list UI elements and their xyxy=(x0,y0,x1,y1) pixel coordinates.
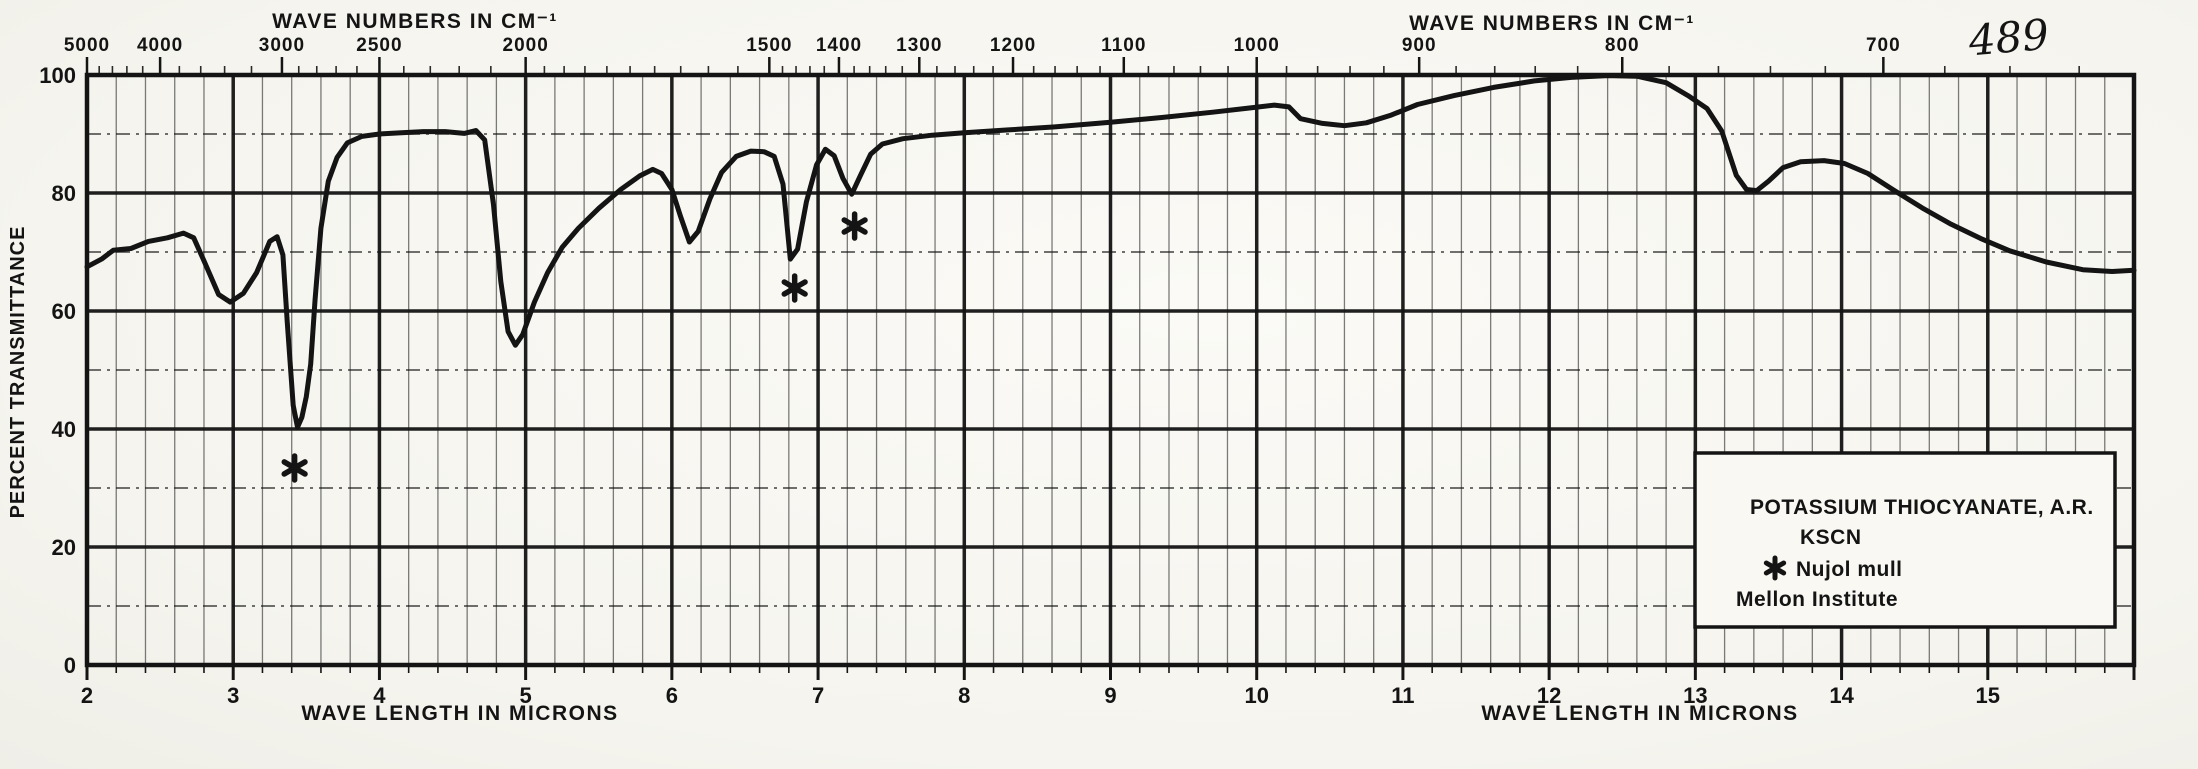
wavenumber-tick-label: 2000 xyxy=(503,35,549,56)
wavenumber-tick-label: 2500 xyxy=(356,35,402,56)
wavenumber-tick-label: 5000 xyxy=(64,35,110,56)
micron-tick-label: 2 xyxy=(81,683,93,708)
wavenumber-tick-label: 1300 xyxy=(896,35,942,56)
page-number: 489 xyxy=(1966,10,2051,66)
transmittance-tick-label: 60 xyxy=(52,299,76,324)
nujol-band-marker xyxy=(781,273,808,303)
asterisk-stroke xyxy=(1763,560,1787,576)
micron-tick-label: 9 xyxy=(1104,683,1116,708)
micron-tick-label: 12 xyxy=(1537,683,1561,708)
micron-tick-label: 13 xyxy=(1683,683,1707,708)
sample-formula: KSCN xyxy=(1800,526,1862,549)
wavenumber-tick-label: 700 xyxy=(1866,35,1901,56)
top-left-axis-title: WAVE NUMBERS IN CM⁻¹ xyxy=(272,10,558,33)
micron-tick-label: 8 xyxy=(958,683,970,708)
wavenumber-tick-label: 1200 xyxy=(990,35,1036,56)
marker-note: Nujol mull xyxy=(1796,558,1903,581)
sample-info-box: POTASSIUM THIOCYANATE, A.R. KSCN Nujol m… xyxy=(1693,451,2117,629)
micron-tick-label: 15 xyxy=(1976,683,2000,708)
transmittance-tick-label: 0 xyxy=(64,653,76,678)
sample-info-box-border xyxy=(1693,451,2117,629)
nujol-band-marker xyxy=(281,453,308,483)
sample-name: POTASSIUM THIOCYANATE, A.R. xyxy=(1750,496,2094,519)
asterisk-icon xyxy=(1763,555,1787,581)
asterisk-stroke xyxy=(781,279,808,297)
transmittance-tick-label: 20 xyxy=(52,535,76,560)
wavenumber-tick-label: 1400 xyxy=(816,35,862,56)
top-right-axis-title: WAVE NUMBERS IN CM⁻¹ xyxy=(1409,12,1695,35)
grid-layer xyxy=(84,72,2137,668)
micron-tick-label: 6 xyxy=(666,683,678,708)
micron-tick-label: 7 xyxy=(812,683,824,708)
spectrum-curve xyxy=(84,73,2137,430)
transmittance-tick-label: 100 xyxy=(39,63,76,88)
wavenumber-tick-label: 3000 xyxy=(259,35,305,56)
asterisk-stroke xyxy=(281,459,308,477)
legend-asterisk-glyph xyxy=(1763,555,1787,581)
asterisk-stroke xyxy=(841,217,868,235)
micron-tick-label: 3 xyxy=(227,683,239,708)
wavenumber-tick-label: 900 xyxy=(1402,35,1437,56)
micron-tick-label: 10 xyxy=(1244,683,1268,708)
micron-tick-label: 11 xyxy=(1391,683,1414,708)
transmittance-tick-label: 40 xyxy=(52,417,76,442)
wavenumber-tick-label: 1500 xyxy=(746,35,792,56)
micron-tick-label: 5 xyxy=(520,683,532,708)
micron-tick-label: 14 xyxy=(1829,683,1854,708)
marker-layer xyxy=(281,211,868,483)
transmittance-tick-label: 80 xyxy=(52,181,76,206)
laboratory-name: Mellon Institute xyxy=(1736,588,1898,611)
wavenumber-tick-label: 4000 xyxy=(137,35,183,56)
curve-layer xyxy=(84,73,2137,430)
bottom-right-axis-title: WAVE LENGTH IN MICRONS xyxy=(1481,702,1798,725)
tick-layer: 5000 4000 3000 2500 2000 1500 1400 1300 1200 1100… xyxy=(39,35,2136,708)
y-axis-title: PERCENT TRANSMITTANCE xyxy=(7,226,29,519)
wavenumber-tick-label: 800 xyxy=(1605,35,1640,56)
wavenumber-tick-label: 1100 xyxy=(1101,35,1146,56)
nujol-band-marker xyxy=(841,211,868,241)
bottom-left-axis-title: WAVE LENGTH IN MICRONS xyxy=(301,702,618,725)
micron-tick-label: 4 xyxy=(373,683,386,708)
wavenumber-tick-label: 1000 xyxy=(1234,35,1280,56)
